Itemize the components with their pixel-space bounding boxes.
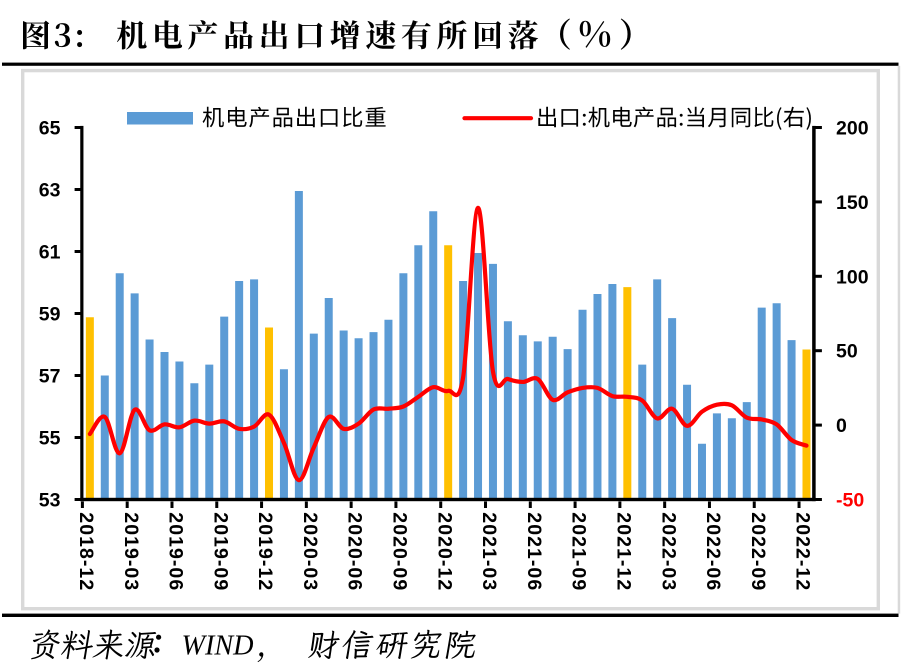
svg-text:59: 59 [39, 304, 61, 326]
svg-text:2022-12: 2022-12 [792, 512, 814, 591]
svg-text:65: 65 [39, 118, 61, 140]
svg-text:2019-03: 2019-03 [120, 512, 142, 591]
svg-text:2020-03: 2020-03 [299, 512, 321, 591]
svg-text:2022-03: 2022-03 [657, 512, 679, 591]
svg-text:150: 150 [836, 192, 869, 214]
svg-text:2021-09: 2021-09 [568, 512, 590, 591]
svg-text:WIND: WIND [182, 631, 254, 662]
svg-text:2018-12: 2018-12 [75, 512, 97, 591]
svg-text:2021-03: 2021-03 [478, 512, 500, 591]
svg-text:61: 61 [39, 242, 61, 264]
svg-text:50: 50 [836, 341, 858, 363]
svg-text:57: 57 [39, 366, 61, 388]
svg-text:100: 100 [836, 266, 869, 288]
svg-text:2022-09: 2022-09 [747, 512, 769, 591]
svg-text:-50: -50 [836, 490, 864, 512]
svg-text:200: 200 [836, 118, 869, 140]
svg-text:63: 63 [39, 180, 61, 202]
svg-text:2021-06: 2021-06 [523, 512, 545, 591]
svg-text:55: 55 [39, 428, 61, 450]
svg-text:2020-06: 2020-06 [344, 512, 366, 591]
svg-text:2020-09: 2020-09 [389, 512, 411, 591]
svg-text:2019-09: 2019-09 [209, 512, 231, 591]
svg-text:2019-12: 2019-12 [254, 512, 276, 591]
svg-text:2020-12: 2020-12 [433, 512, 455, 591]
svg-text:2021-12: 2021-12 [612, 512, 634, 591]
svg-text:2022-06: 2022-06 [702, 512, 724, 591]
svg-text:53: 53 [39, 490, 61, 512]
svg-text:0: 0 [836, 415, 847, 437]
svg-text:2019-06: 2019-06 [165, 512, 187, 591]
